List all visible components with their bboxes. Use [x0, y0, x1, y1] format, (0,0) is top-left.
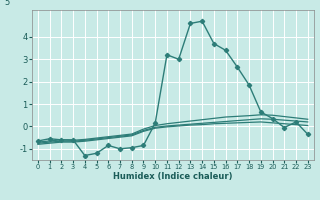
X-axis label: Humidex (Indice chaleur): Humidex (Indice chaleur): [113, 172, 233, 181]
Text: 5: 5: [4, 0, 10, 7]
